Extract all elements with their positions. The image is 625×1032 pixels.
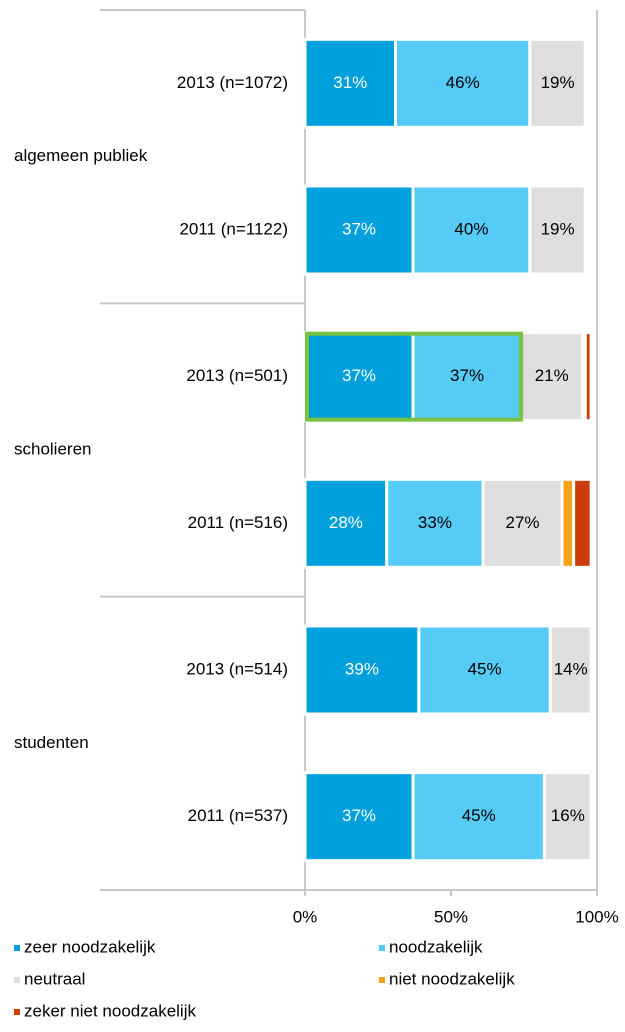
value-label: 37%: [450, 366, 484, 385]
value-label: 37%: [342, 219, 376, 238]
bar-segment: [586, 184, 593, 276]
legend-label: neutraal: [24, 969, 85, 988]
bar-segment: [411, 771, 546, 863]
bar-segment: [548, 624, 593, 716]
legend-swatch: [14, 1009, 20, 1015]
value-label: 37%: [342, 366, 376, 385]
bar-segment: [385, 477, 485, 569]
legend-label: zeer noodzakelijk: [24, 937, 156, 956]
bar-segment: [583, 331, 593, 423]
bar-segment: [583, 37, 590, 129]
bar-segment: [303, 624, 421, 716]
value-label: 45%: [468, 659, 502, 678]
value-label: 19%: [541, 219, 575, 238]
bar-segment: [589, 771, 596, 863]
y-tick-label: 2013 (n=514): [186, 659, 288, 678]
legend-swatch: [14, 977, 20, 983]
bar-segment: [303, 477, 389, 569]
x-tick-label: 100%: [575, 907, 618, 926]
value-label: 28%: [329, 513, 363, 532]
x-tick-label: 0%: [293, 907, 318, 926]
bar-segment: [411, 184, 532, 276]
value-label: 33%: [418, 513, 452, 532]
bar-segment: [411, 331, 523, 423]
legend-swatch: [14, 945, 20, 951]
y-tick-label: 2013 (n=1072): [177, 73, 288, 92]
bar-segment: [572, 477, 593, 569]
x-tick-label: 50%: [434, 907, 468, 926]
value-label: 31%: [333, 73, 367, 92]
group-label: scholieren: [14, 439, 92, 458]
highlight-box: [305, 331, 524, 422]
legend-swatch: [379, 977, 385, 983]
legend-label: niet noodzakelijk: [389, 969, 515, 988]
value-label: 46%: [446, 73, 480, 92]
bar-segment: [303, 771, 415, 863]
value-label: 45%: [462, 806, 496, 825]
value-label: 27%: [506, 513, 540, 532]
y-tick-label: 2011 (n=516): [188, 513, 288, 532]
bar-segment: [560, 477, 576, 569]
y-tick-label: 2011 (n=537): [188, 806, 288, 825]
group-label: studenten: [14, 733, 89, 752]
bar-segment: [481, 477, 564, 569]
value-label: 14%: [554, 659, 588, 678]
value-label: 16%: [551, 806, 585, 825]
value-label: 19%: [541, 73, 575, 92]
y-tick-label: 2013 (n=501): [186, 366, 288, 385]
bar-segment: [303, 184, 415, 276]
value-label: 40%: [454, 219, 488, 238]
legend-label: noodzakelijk: [389, 937, 483, 956]
legend-swatch: [379, 945, 385, 951]
value-label: 21%: [535, 366, 569, 385]
value-label: 39%: [345, 659, 379, 678]
legend-label: zeker niet noodzakelijk: [24, 1001, 196, 1020]
group-label: algemeen publiek: [14, 146, 148, 165]
bar-segment: [528, 184, 587, 276]
bar-segment: [528, 37, 587, 129]
bar-segment: [394, 37, 532, 129]
y-tick-label: 2011 (n=1122): [179, 219, 288, 238]
value-label: 37%: [342, 806, 376, 825]
bar-segment: [303, 37, 398, 129]
